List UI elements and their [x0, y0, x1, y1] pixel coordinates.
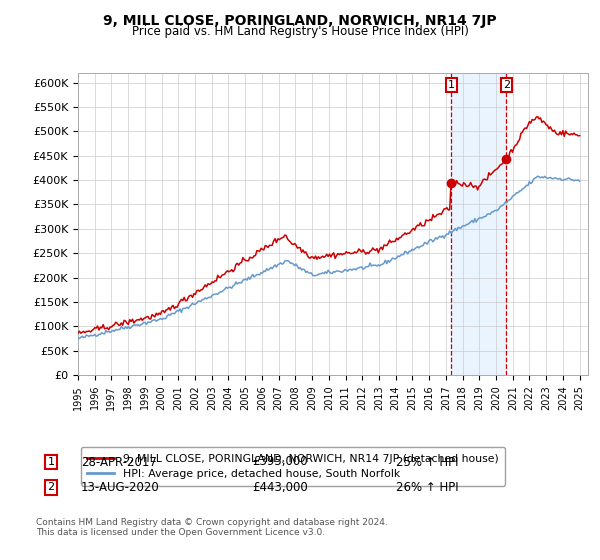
- Text: 2: 2: [503, 80, 510, 90]
- Text: Price paid vs. HM Land Registry's House Price Index (HPI): Price paid vs. HM Land Registry's House …: [131, 25, 469, 38]
- Bar: [451, 73, 506, 375]
- Text: 28-APR-2017: 28-APR-2017: [81, 455, 157, 469]
- Text: 26% ↑ HPI: 26% ↑ HPI: [396, 480, 458, 494]
- Text: 1: 1: [448, 80, 455, 90]
- Text: 13-AUG-2020: 13-AUG-2020: [81, 480, 160, 494]
- Legend: 9, MILL CLOSE, PORINGLAND, NORWICH, NR14 7JP (detached house), HPI: Average pric: 9, MILL CLOSE, PORINGLAND, NORWICH, NR14…: [81, 447, 505, 486]
- Text: 2: 2: [47, 482, 55, 492]
- Text: 25% ↑ HPI: 25% ↑ HPI: [396, 455, 458, 469]
- Text: 9, MILL CLOSE, PORINGLAND, NORWICH, NR14 7JP: 9, MILL CLOSE, PORINGLAND, NORWICH, NR14…: [103, 14, 497, 28]
- Text: Contains HM Land Registry data © Crown copyright and database right 2024.
This d: Contains HM Land Registry data © Crown c…: [36, 518, 388, 538]
- Text: 1: 1: [47, 457, 55, 467]
- Text: £443,000: £443,000: [252, 480, 308, 494]
- Text: £395,000: £395,000: [252, 455, 308, 469]
